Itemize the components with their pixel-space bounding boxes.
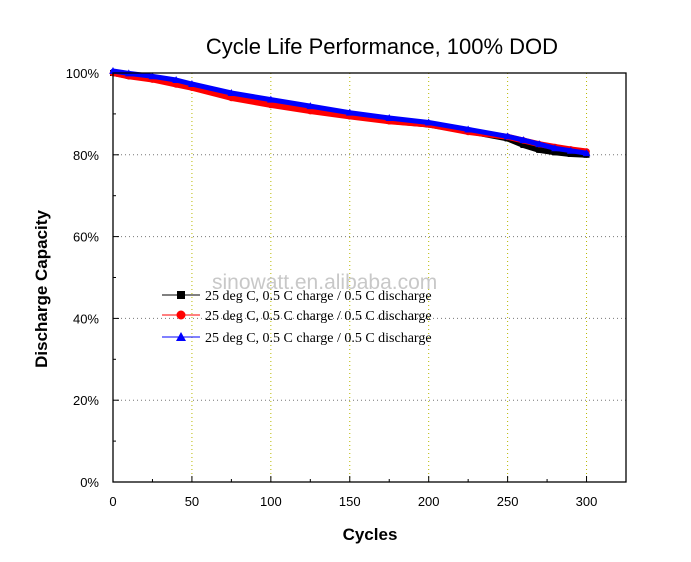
data-point-triangle: [148, 72, 157, 80]
y-tick-label: 100%: [66, 66, 100, 81]
series-line-triangle: [110, 68, 589, 156]
x-tick-label: 200: [418, 494, 440, 509]
legend-entry-black: 25 deg C, 0.5 C charge / 0.5 C discharge: [162, 289, 432, 304]
data-point-circle: [307, 107, 314, 115]
series-lines: [109, 66, 591, 158]
x-tick-label: 150: [339, 494, 361, 509]
legend-label-black: 25 deg C, 0.5 C charge / 0.5 C discharge: [205, 289, 432, 304]
x-tick-label: 250: [497, 494, 519, 509]
legend-label-red: 25 deg C, 0.5 C charge / 0.5 C discharge: [205, 309, 432, 324]
data-point-triangle: [109, 66, 117, 74]
data-point-circle: [267, 101, 275, 109]
data-point-triangle: [385, 113, 394, 121]
data-point-triangle: [172, 75, 180, 83]
legend: 25 deg C, 0.5 C charge / 0.5 C discharge…: [162, 289, 432, 346]
legend-marker-triangle: [176, 332, 186, 341]
data-point-triangle: [345, 108, 354, 116]
data-point-circle: [228, 94, 235, 102]
data-point-triangle: [535, 140, 543, 148]
y-axis-label: Discharge Capacity: [32, 210, 51, 368]
x-tick-label: 0: [109, 494, 116, 509]
x-axis-label: Cycles: [343, 525, 398, 544]
data-point-triangle: [519, 136, 528, 144]
x-tick-label: 50: [185, 494, 199, 509]
data-point-triangle: [267, 95, 275, 103]
chart-title: Cycle Life Performance, 100% DOD: [206, 34, 558, 59]
legend-entry-blue: 25 deg C, 0.5 C charge / 0.5 C discharge: [162, 331, 432, 346]
data-point-triangle: [306, 102, 315, 110]
data-point-triangle: [551, 144, 559, 152]
data-point-triangle: [424, 118, 433, 126]
data-point-triangle: [566, 146, 575, 154]
y-tick-label: 20%: [73, 393, 99, 408]
y-tick-label: 40%: [73, 311, 99, 326]
legend-entry-red: 25 deg C, 0.5 C charge / 0.5 C discharge: [162, 309, 432, 324]
y-tick-label: 60%: [73, 230, 99, 245]
x-tick-label: 100: [260, 494, 282, 509]
legend-label-blue: 25 deg C, 0.5 C charge / 0.5 C discharge: [205, 331, 432, 346]
grid: [113, 72, 626, 482]
data-point-square: [551, 149, 558, 156]
data-point-square: [520, 141, 527, 148]
y-tick-label: 80%: [73, 148, 99, 163]
y-tick-label: 0%: [80, 475, 99, 490]
axis-ticks: 0% 20% 40% 60% 80% 100% 0 50 100 150 200 250 300: [66, 66, 598, 509]
data-point-triangle: [188, 80, 196, 88]
data-point-square: [567, 150, 574, 157]
data-point-square: [536, 146, 543, 153]
x-tick-label: 300: [576, 494, 598, 509]
legend-marker-circle: [176, 310, 186, 320]
data-point-triangle: [464, 125, 472, 133]
data-point-triangle: [582, 149, 591, 157]
legend-marker-square: [177, 291, 185, 299]
data-point-triangle: [503, 132, 512, 140]
watermark: sinowatt.en.alibaba.com: [212, 271, 437, 294]
data-point-triangle: [227, 89, 236, 97]
